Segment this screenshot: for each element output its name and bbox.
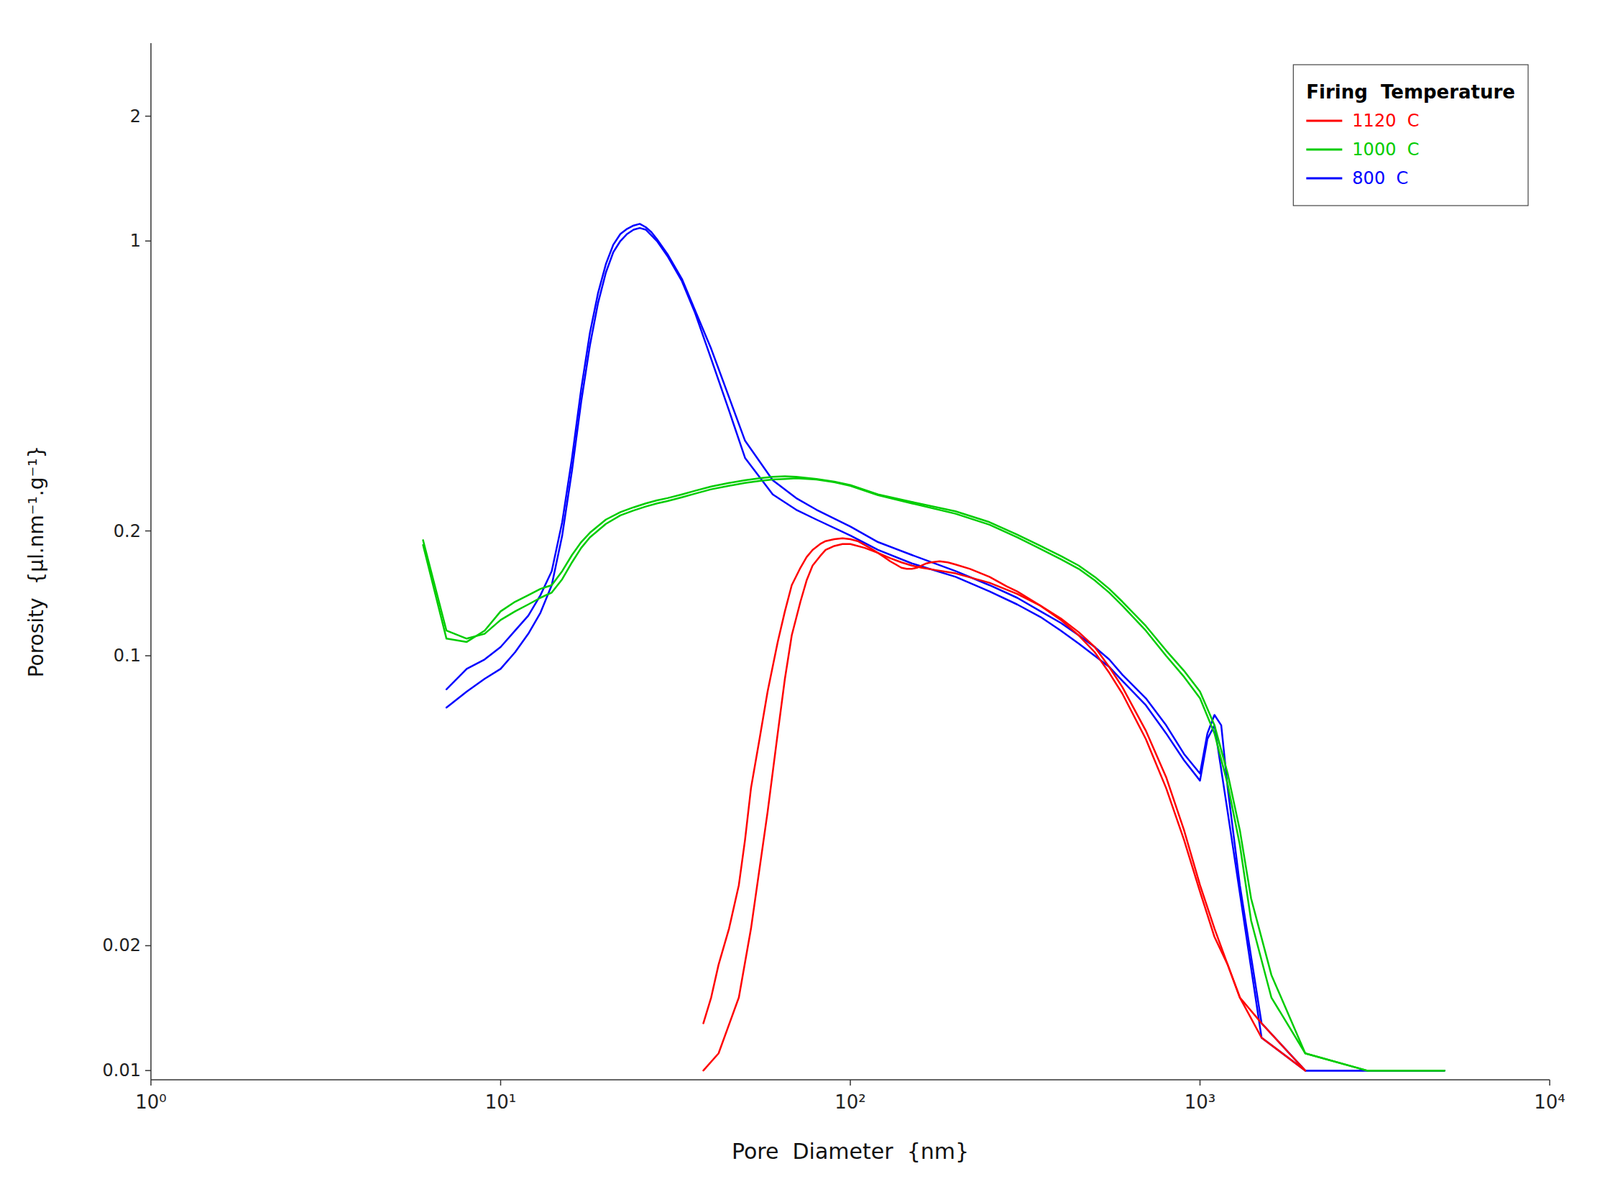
y-axis-label: Porosity {µl.nm⁻¹.g⁻¹} — [24, 445, 49, 678]
legend-swatch — [1306, 148, 1342, 151]
series-line — [703, 538, 1306, 1071]
series-line — [703, 544, 1306, 1071]
y-tick-label: 0.2 — [113, 521, 141, 542]
y-tick-label: 1 — [130, 230, 141, 251]
y-tick — [145, 530, 151, 532]
x-tick — [500, 1079, 502, 1086]
legend-swatch — [1306, 120, 1342, 123]
x-tick — [1199, 1079, 1202, 1086]
y-tick-label: 2 — [130, 106, 141, 127]
lines — [423, 223, 1445, 1071]
x-ticks: 10⁰ 10¹ 10² 10³ 10⁴ — [135, 1079, 1566, 1113]
y-tick-label: 0.01 — [102, 1060, 141, 1081]
x-tick — [1548, 1079, 1551, 1086]
legend-label: 800 C — [1352, 168, 1409, 189]
x-tick-label: 10¹ — [485, 1091, 517, 1113]
x-tick — [849, 1079, 852, 1086]
legend-swatch — [1306, 177, 1342, 180]
series-line — [423, 475, 1445, 1071]
x-tick-label: 10⁴ — [1533, 1091, 1566, 1113]
legend-label: 1120 C — [1352, 110, 1419, 131]
series-line — [446, 227, 1445, 1071]
background — [0, 0, 1600, 1202]
y-tick — [145, 945, 151, 947]
x-tick — [150, 1079, 152, 1086]
legend-title: Firing Temperature — [1306, 81, 1516, 103]
y-tick-label: 0.1 — [113, 645, 141, 666]
y-tick — [145, 240, 151, 243]
legend-label: 1000 C — [1352, 139, 1419, 160]
y-tick — [145, 115, 151, 118]
legend: Firing Temperature 1120 C 1000 C 800 C — [1293, 64, 1529, 206]
x-tick-label: 10⁰ — [135, 1091, 167, 1113]
y-axis-line — [150, 43, 152, 1080]
x-tick-label: 10² — [834, 1091, 867, 1113]
y-tick-label: 0.02 — [102, 935, 141, 956]
series-line — [423, 477, 1445, 1071]
y-ticks: 0.01 0.02 0.1 0.2 1 2 — [102, 106, 151, 1082]
y-tick — [145, 654, 151, 657]
series-line — [446, 223, 1445, 1071]
y-tick — [145, 1069, 151, 1071]
legend-frame — [1293, 64, 1529, 206]
chart: 10⁰ 10¹ 10² 10³ 10⁴ 0.01 0.02 0.1 0.2 1 2 Pore Diam… — [0, 0, 1600, 1202]
x-axis-label: Pore Diameter {nm} — [731, 1138, 969, 1164]
x-tick-label: 10³ — [1184, 1091, 1217, 1113]
